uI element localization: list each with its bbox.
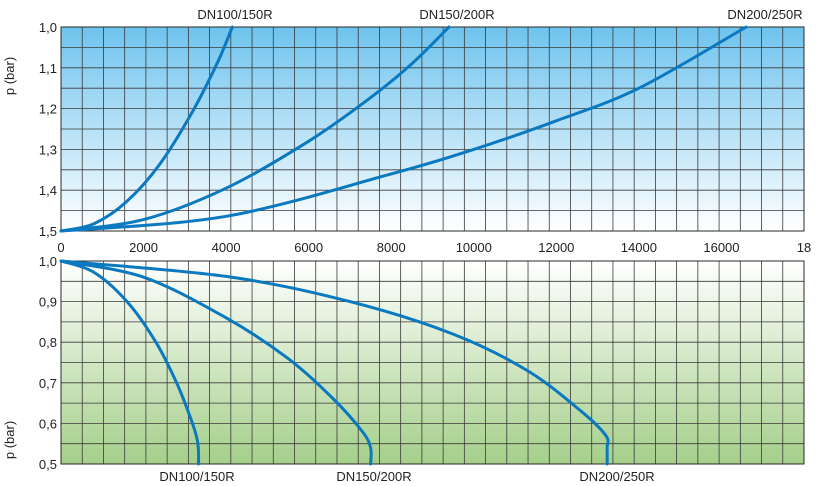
bottom-panel: DN100/150R DN150/200R DN200/250R 1,0 0,9 0,8…: [2, 254, 805, 484]
y-tick-label: 1,1: [39, 61, 57, 76]
x-tick-label: 14000: [621, 240, 657, 255]
series-label: DN100/150R: [197, 7, 272, 22]
y-tick-label: 1,2: [39, 102, 57, 117]
y-tick-label: 1,0: [39, 254, 57, 269]
y-tick-label: 0,5: [39, 457, 57, 472]
x-tick-label: 6000: [294, 240, 323, 255]
series-label: DN150/200R: [336, 469, 411, 484]
x-axis-ticks: 0 2000 4000 6000 8000 10000 12000 14000 16000 18: [57, 240, 811, 255]
y-tick-label: 1,4: [39, 183, 57, 198]
top-plot-frame: [60, 26, 805, 232]
y-tick-label: 1,0: [39, 20, 57, 35]
series-label: DN150/200R: [419, 7, 494, 22]
bottom-curves: [59, 259, 610, 466]
y-tick-label: 1,3: [39, 142, 57, 157]
series-label: DN200/250R: [579, 469, 654, 484]
y-tick-label: 0,8: [39, 335, 57, 350]
y-tick-label: 0,6: [39, 416, 57, 431]
y-tick-label: 0,9: [39, 295, 57, 310]
bottom-series-labels: DN100/150R DN150/200R DN200/250R: [159, 469, 654, 484]
top-series-labels: DN100/150R DN150/200R DN200/250R: [197, 7, 802, 22]
series-label: DN200/250R: [727, 7, 802, 22]
series-line-dn150-200r: [59, 259, 373, 466]
x-tick-label: 10000: [456, 240, 492, 255]
series-label: DN100/150R: [159, 469, 234, 484]
y-tick-label: 0,7: [39, 376, 57, 391]
y-tick-label: 1,5: [39, 224, 57, 239]
x-tick-label: 18: [797, 240, 811, 255]
series-line-dn200-250r: [59, 25, 748, 233]
x-tick-label: 0: [57, 240, 64, 255]
x-tick-label: 8000: [377, 240, 406, 255]
series-line-dn200-250r: [59, 259, 610, 466]
series-line-dn150-200r: [59, 25, 451, 233]
top-panel: DN100/150R DN150/200R DN200/250R 1,0 1,1 1,2…: [2, 7, 805, 239]
x-tick-label: 16000: [703, 240, 739, 255]
bottom-y-ticks: 1,0 0,9 0,8 0,7 0,6 0,5: [39, 254, 57, 472]
top-y-axis-label: p (bar): [2, 57, 17, 95]
bottom-y-axis-label: p (bar): [2, 421, 17, 459]
series-line-dn100-150r: [59, 25, 234, 233]
bottom-plot-frame: [60, 260, 805, 465]
top-y-ticks: 1,0 1,1 1,2 1,3 1,4 1,5: [39, 20, 57, 239]
series-line-dn100-150r: [59, 259, 201, 466]
x-tick-label: 2000: [129, 240, 158, 255]
top-curves: [59, 25, 748, 233]
x-tick-label: 4000: [212, 240, 241, 255]
x-tick-label: 12000: [538, 240, 574, 255]
top-grid: [61, 27, 804, 231]
